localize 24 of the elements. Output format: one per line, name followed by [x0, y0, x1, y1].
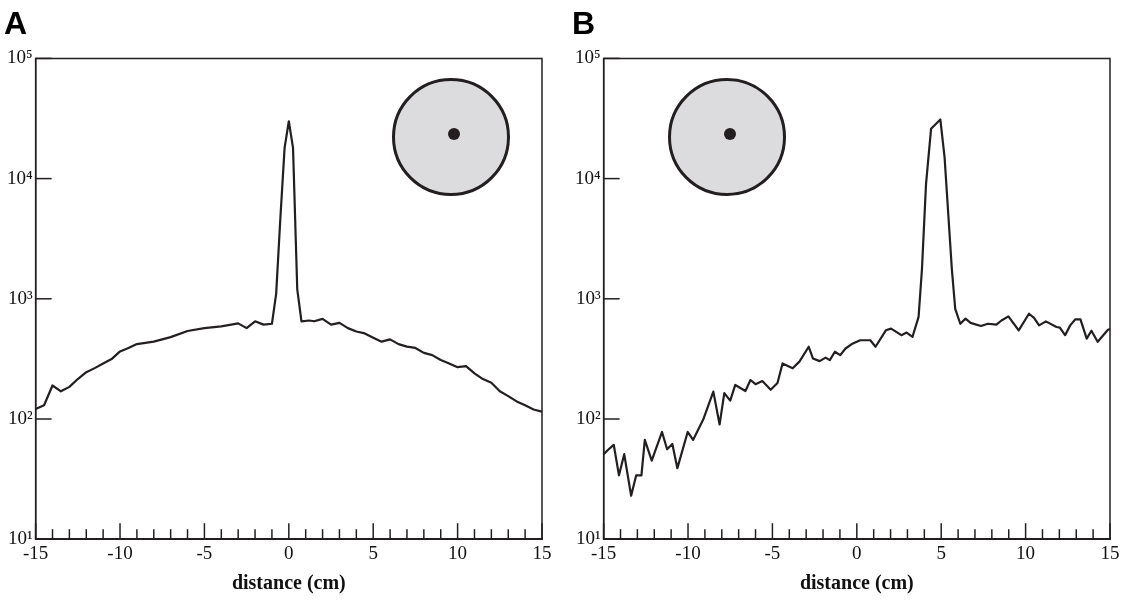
- x-tick-label: 5: [936, 541, 946, 563]
- x-tick-label: -5: [764, 541, 781, 563]
- y-tick-label: 10⁵: [7, 46, 33, 68]
- x-tick-label: -10: [107, 541, 133, 563]
- x-tick-label: 10: [1016, 541, 1036, 563]
- x-tick-label: 0: [852, 541, 862, 563]
- x-axis-title: distance (cm): [231, 571, 346, 595]
- chart-title: A: [4, 5, 28, 42]
- x-tick-label: 5: [368, 541, 378, 563]
- x-tick-label: 0: [284, 541, 294, 563]
- x-tick-label: 15: [532, 541, 552, 563]
- chart-title: B: [572, 5, 596, 42]
- y-tick-label: 10⁵: [575, 46, 601, 68]
- y-tick-label: 10⁴: [7, 166, 33, 188]
- x-tick-label: 15: [1100, 541, 1120, 563]
- y-tick-label: 10⁴: [575, 166, 601, 188]
- x-tick-label: -5: [196, 541, 213, 563]
- x-tick-label: -10: [675, 541, 701, 563]
- x-tick-label: 10: [448, 541, 468, 563]
- y-tick-label: 10³: [575, 286, 601, 308]
- y-tick-label: 10²: [7, 406, 33, 428]
- x-axis-title: distance (cm): [799, 571, 914, 595]
- y-tick-label: 10³: [7, 286, 33, 308]
- y-tick-label: 10²: [575, 406, 601, 428]
